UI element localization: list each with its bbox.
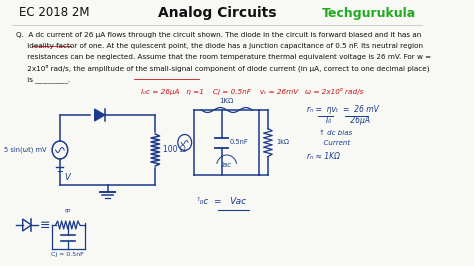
Text: rₙ ≈ 1KΩ: rₙ ≈ 1KΩ [307,152,340,161]
Text: rp: rp [64,208,71,213]
Text: 5 sin(ωt) mV: 5 sin(ωt) mV [4,147,46,153]
Text: Cj = 0.5nF: Cj = 0.5nF [51,252,84,257]
Text: Techgurukula: Techgurukula [322,6,416,19]
Text: 2x10⁶ rad/s, the amplitude of the small-signal component of diode current (in μA: 2x10⁶ rad/s, the amplitude of the small-… [16,65,429,73]
Text: 1kΩ: 1kΩ [276,139,290,146]
Text: Q.  A dc current of 26 μA flows through the circuit shown. The diode in the circ: Q. A dc current of 26 μA flows through t… [16,32,421,38]
Polygon shape [95,109,105,121]
Text: ↑ dc bias: ↑ dc bias [319,130,352,136]
Text: I₀        26μA: I₀ 26μA [307,116,370,125]
Text: V: V [64,173,70,182]
Text: Analog Circuits: Analog Circuits [158,6,277,20]
Text: ideality factor of one. At the quiescent point, the diode has a junction capacit: ideality factor of one. At the quiescent… [16,43,423,49]
Text: resistances can be neglected. Assume that the room temperature thermal equivalen: resistances can be neglected. Assume tha… [16,54,431,60]
Text: I₀c = 26μA   η =1    Cj = 0.5nF    vₜ = 26mV   ω = 2x10⁶ rad/s: I₀c = 26μA η =1 Cj = 0.5nF vₜ = 26mV ω =… [140,88,363,95]
Text: rₙ =  ηvₜ  =  26 mV: rₙ = ηvₜ = 26 mV [307,105,379,114]
Text: Current: Current [319,140,350,146]
Text: ≡: ≡ [40,218,51,231]
Text: 100 Ω: 100 Ω [163,146,186,155]
Text: 0.5nF: 0.5nF [229,139,248,146]
Text: EC 2018 2M: EC 2018 2M [19,6,90,19]
Text: ̇ᴵ₀c  =   Vac: ̇ᴵ₀c = Vac [199,197,246,206]
Text: 1KΩ: 1KΩ [219,98,234,104]
Text: iac: iac [222,162,232,168]
Text: is _________.: is _________. [16,76,70,83]
